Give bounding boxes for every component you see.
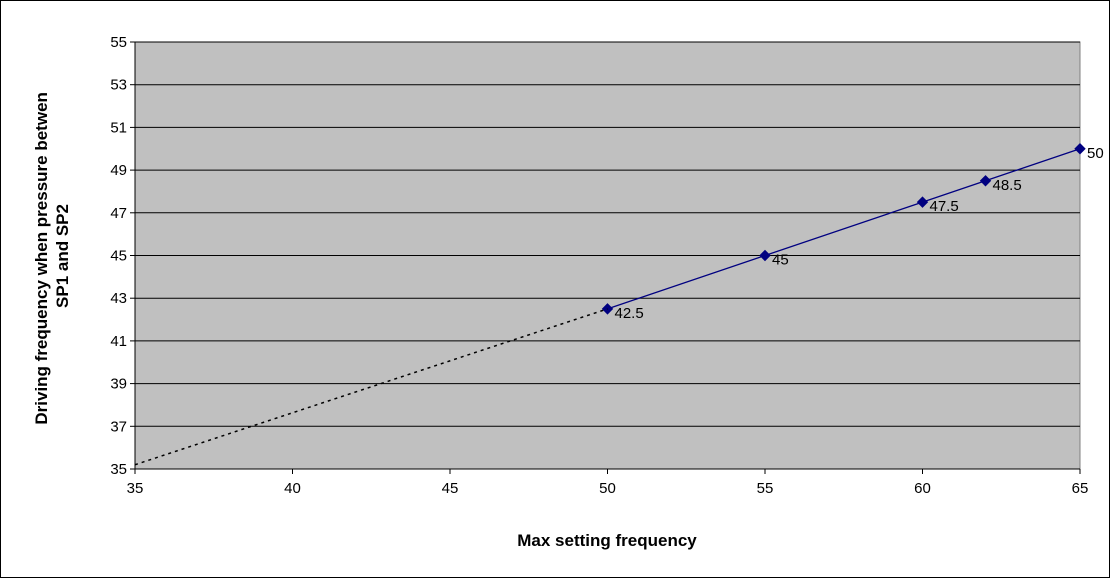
y-axis-title-line-2: SP1 and SP2 [53, 204, 72, 308]
data-label: 47.5 [930, 198, 959, 215]
axes: 35 37 39 41 43 45 47 49 51 53 55 35 40 45 50 55 60 65 [110, 34, 1088, 497]
x-tick-label: 60 [914, 480, 931, 497]
y-tick-label: 41 [110, 333, 127, 350]
x-tick-label: 65 [1072, 480, 1089, 497]
x-tick-label: 40 [284, 480, 301, 497]
data-label: 42.5 [615, 305, 644, 322]
data-point-marker [916, 196, 929, 208]
data-label: 50 [1087, 145, 1104, 162]
x-tick-label: 55 [757, 480, 774, 497]
y-tick-label: 43 [110, 290, 127, 307]
data-point-marker [759, 249, 771, 262]
y-tick-label: 51 [110, 119, 127, 136]
x-tick-label: 45 [442, 480, 459, 497]
data-label: 48.5 [993, 177, 1022, 194]
y-axis-title: Driving frequency when pressure betwen S… [32, 87, 72, 424]
y-tick-label: 49 [110, 162, 127, 179]
y-tick-label: 35 [110, 461, 127, 478]
y-axis-title-line-1: Driving frequency when pressure betwen [32, 92, 51, 425]
x-tick-label: 50 [599, 480, 616, 497]
y-tick-label: 37 [110, 418, 127, 435]
x-tick-label: 35 [127, 480, 144, 497]
y-tick-label: 45 [110, 248, 127, 265]
y-tick-label: 55 [110, 34, 127, 51]
x-axis-title: Max setting frequency [517, 531, 697, 550]
y-tick-label: 53 [110, 77, 127, 94]
y-tick-label: 47 [110, 205, 127, 222]
trendline-dotted [134, 308, 608, 466]
data-point-marker [979, 175, 992, 187]
gridlines [135, 41, 1080, 427]
data-point-marker [1074, 143, 1086, 155]
y-tick-label: 39 [110, 376, 127, 393]
series-layer: 42.5 45 47.5 48.5 50 [134, 143, 1104, 466]
data-label: 45 [772, 252, 789, 269]
